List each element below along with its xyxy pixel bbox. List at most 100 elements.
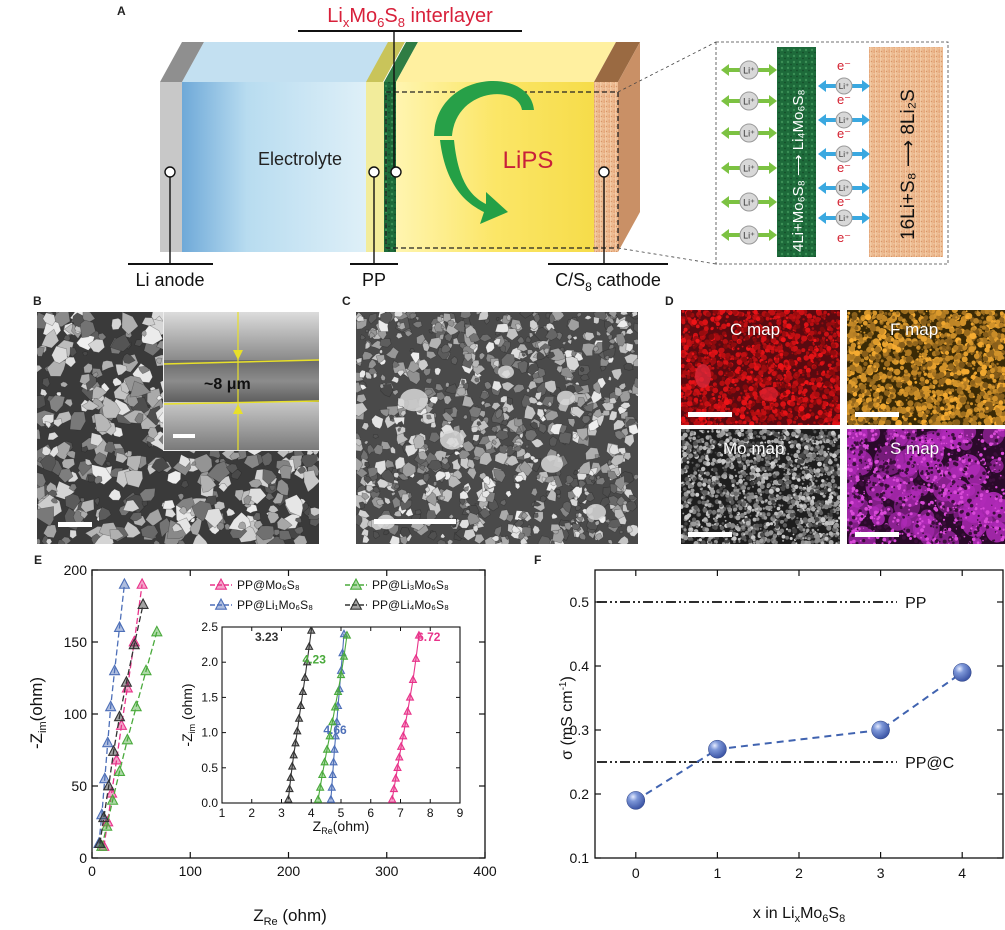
pp-label: PP (362, 270, 386, 290)
nyquist-x-tick: 200 (277, 863, 301, 879)
electron-column: e⁻ e⁻ e⁻ e⁻ e⁻ e⁻ (837, 58, 851, 245)
inset-point (342, 630, 352, 639)
legend-marker (214, 597, 228, 610)
nyquist-point (121, 733, 134, 745)
nyquist-point (101, 736, 114, 748)
nyquist-y-tick: 100 (64, 706, 88, 722)
inset-point (328, 769, 338, 779)
inset-x-tick: 6 (367, 806, 374, 820)
inset-point (294, 713, 304, 722)
thickness-label: ~8 μm (204, 376, 251, 393)
conductivity-y-tick: 0.1 (570, 850, 590, 866)
interlayer-label: LixMo6S8 interlayer (327, 5, 493, 30)
inset-point (411, 653, 421, 662)
inset-point (315, 782, 325, 791)
inset-point (313, 794, 323, 803)
li-ion (739, 158, 759, 178)
inset-point (317, 769, 327, 779)
nyquist-point (113, 764, 126, 776)
sulfur-reaction-text: 16Li+S₈ ⟶ 8Li₂S (898, 89, 919, 240)
inset-x-tick: 3 (278, 806, 285, 820)
electron-label: e⁻ (837, 126, 851, 141)
inset-point (286, 772, 296, 781)
nyquist-series-line (98, 584, 126, 844)
c-map-label: C map (730, 320, 781, 339)
inset-point (304, 641, 314, 650)
conductivity-x-tick: 0 (632, 865, 640, 881)
cathode-label: C/S8 cathode (555, 270, 661, 294)
inset-point (329, 757, 338, 766)
panel-letter-c: C (342, 294, 351, 308)
nyquist-point (140, 664, 152, 676)
legend-label: PP@Li₁Mo₆S₈ (237, 598, 313, 612)
legend-marker (214, 577, 228, 590)
conductivity-point (626, 791, 646, 810)
inset-point (403, 706, 412, 715)
inset-scale-bar (173, 434, 195, 438)
inset-point (300, 672, 310, 681)
electrolyte-label: Electrolyte (258, 149, 342, 169)
inset-point (306, 627, 316, 634)
conductivity-x-tick: 4 (958, 865, 966, 881)
inset-y-tick: 0.0 (201, 796, 218, 810)
conductivity-x-tick: 2 (795, 865, 803, 881)
electron-label: e⁻ (837, 58, 851, 73)
conductivity-x-label: x in LixMo6S8 (753, 905, 845, 925)
nyquist-inset: 1 2 3 4 5 6 7 8 9 0.0 0.5 1.0 1.5 2.0 2.5 ZRe(ohm) -Zim … (179, 620, 464, 836)
inset-point (414, 630, 424, 639)
inset-point (400, 719, 410, 728)
f-map-label: F map (890, 320, 939, 339)
panel-letter-b: B (33, 294, 42, 308)
sem-image-c (356, 312, 638, 544)
f-map-scale-bar (855, 412, 899, 417)
li-ion-label: Li⁺ (839, 150, 849, 159)
inset-point (298, 686, 308, 695)
inset-point (327, 782, 337, 791)
inset-point (325, 731, 335, 740)
inset-series (284, 627, 316, 803)
nyquist-point (97, 811, 110, 823)
nyquist-point (108, 664, 121, 676)
inset-y-tick: 2.0 (201, 655, 218, 669)
inset-point (291, 738, 300, 747)
inset-point (326, 794, 336, 803)
conductivity-y-label: σ (mS cm-1) (558, 676, 576, 760)
conductivity-line (635, 671, 963, 802)
inset-point (331, 731, 340, 740)
eds-map-sulfur (847, 429, 1005, 544)
inset-annotation: 4.66 (323, 723, 347, 737)
li-ion (739, 225, 759, 245)
inset-y-tick: 1.0 (201, 726, 218, 740)
inset-point (302, 657, 312, 666)
li-ion-label: Li⁺ (743, 97, 755, 107)
conductivity-chart: 0 1 2 3 4 0.1 0.2 0.3 0.4 0.5 PP PP@C x in LixMo6S… (558, 569, 1004, 925)
conductivity-y-tick: 0.5 (570, 594, 590, 610)
li-ion-column-right: Li⁺ Li⁺ Li⁺ Li⁺ Li⁺ (818, 77, 870, 227)
inset-x-tick: 8 (427, 806, 434, 820)
inset-series-line (391, 635, 420, 800)
mo-map-label: Mo map (723, 439, 785, 458)
inset-point (387, 794, 397, 803)
li-ion (835, 77, 853, 95)
inset-y-label: -Zim (ohm) (179, 683, 197, 746)
li-ion-label: Li⁺ (743, 231, 755, 241)
nyquist-point (136, 577, 148, 589)
nyquist-y-tick: 150 (64, 634, 88, 650)
inset-annotation: 3.23 (255, 630, 279, 644)
nyquist-point (137, 597, 149, 609)
legend-marker (349, 577, 363, 590)
nyquist-point (104, 700, 117, 712)
inset-y-tick: 0.5 (201, 761, 218, 775)
nyquist-point (115, 718, 128, 730)
s-map-label: S map (890, 439, 940, 458)
inset-point (396, 741, 406, 750)
nyquist-legend: PP@Mo₆S₈ PP@Li₃Mo₆S₈ PP@Li₁Mo₆S₈ PP@Li₄Mo₆S… (210, 577, 449, 612)
inset-point (330, 744, 339, 753)
conductivity-point (708, 739, 727, 759)
nyquist-point (102, 779, 115, 791)
nyquist-point (93, 836, 106, 849)
nyquist-point (113, 710, 126, 722)
inset-point (389, 783, 399, 793)
conductivity-x-tick: 1 (714, 865, 722, 881)
